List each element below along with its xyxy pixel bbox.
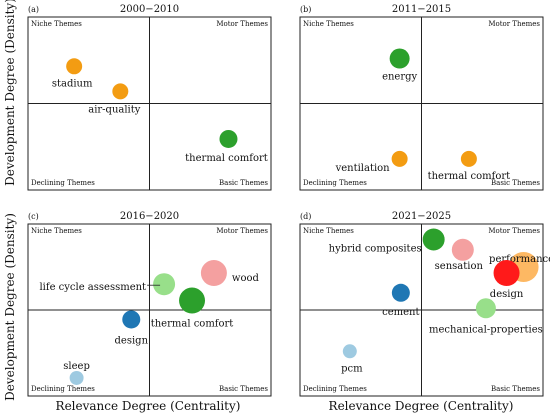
x-axis-label-right: Relevance Degree (Centrality) — [329, 399, 514, 413]
panel-label: (b) — [300, 5, 311, 14]
theme-bubble — [460, 150, 477, 167]
quadrant-label-basic: Basic Themes — [219, 179, 268, 187]
quadrant-label-motor: Motor Themes — [216, 20, 268, 28]
theme-bubble — [475, 298, 496, 319]
panel-label: (d) — [300, 212, 311, 221]
quadrant-label-motor: Motor Themes — [488, 227, 540, 235]
theme-label: sleep — [63, 361, 90, 372]
theme-label: life cycle assessment — [39, 282, 146, 293]
theme-bubble — [112, 83, 129, 100]
theme-bubble — [342, 344, 357, 359]
panel-1: (a) 2000−2010 Niche Themes Motor Themes Decl… — [27, 4, 272, 191]
panel-label: (a) — [28, 5, 39, 14]
quadrant-label-declining: Declining Themes — [31, 385, 95, 393]
quadrant-label-niche: Niche Themes — [303, 20, 354, 28]
panel-4: (d) 2021−2025 Niche Themes Motor Themes Decl… — [299, 211, 550, 397]
panel-title: 2011−2015 — [392, 4, 451, 15]
theme-bubble — [422, 228, 445, 251]
quadrant-label-declining: Declining Themes — [303, 385, 367, 393]
theme-label: mechanical-properties — [429, 324, 543, 335]
panels: (a) 2000−2010 Niche Themes Motor Themes Decl… — [27, 4, 550, 397]
panel-title: 2000−2010 — [120, 4, 179, 15]
theme-bubble — [493, 260, 520, 287]
quadrant-label-motor: Motor Themes — [216, 227, 268, 235]
theme-bubble — [179, 287, 206, 314]
x-axis-label-left: Relevance Degree (Centrality) — [56, 399, 241, 413]
theme-bubble — [451, 238, 474, 261]
theme-label: stadium — [52, 78, 93, 89]
theme-bubble — [389, 48, 410, 69]
theme-bubble — [69, 370, 84, 385]
panel-3: (c) 2016−2020 Niche Themes Motor Themes Decl… — [27, 211, 272, 397]
quadrant-label-niche: Niche Themes — [31, 227, 82, 235]
theme-label: design — [490, 289, 524, 300]
quadrant-label-basic: Basic Themes — [219, 385, 268, 393]
theme-label: thermal comfort — [428, 171, 511, 182]
theme-label: sensation — [435, 261, 484, 272]
quadrant-label-basic: Basic Themes — [491, 179, 540, 187]
theme-bubble — [153, 273, 176, 296]
panel-title: 2021−2025 — [392, 211, 451, 222]
theme-label: hybrid composites — [329, 243, 422, 254]
theme-bubble — [219, 129, 238, 148]
theme-label: energy — [382, 72, 417, 83]
quadrant-label-declining: Declining Themes — [303, 179, 367, 187]
theme-bubble — [122, 310, 141, 329]
quadrant-label-niche: Niche Themes — [31, 20, 82, 28]
quadrant-label-declining: Declining Themes — [31, 179, 95, 187]
panel-title: 2016−2020 — [120, 211, 179, 222]
quadrant-label-niche: Niche Themes — [303, 227, 354, 235]
y-axis-label-top: Development Degree (Density) — [3, 0, 17, 186]
panel-2: (b) 2011−2015 Niche Themes Motor Themes Decl… — [299, 4, 544, 191]
theme-label: wood — [232, 273, 260, 284]
theme-label: pcm — [341, 363, 363, 374]
theme-label: air-quality — [88, 104, 141, 115]
theme-label: thermal comfort — [151, 319, 234, 330]
quadrant-label-motor: Motor Themes — [488, 20, 540, 28]
y-axis-label-bottom: Development Degree (Density) — [3, 213, 17, 401]
theme-label: performance — [489, 254, 550, 265]
theme-bubble — [66, 58, 83, 75]
quadrant-label-basic: Basic Themes — [491, 385, 540, 393]
theme-bubble — [200, 260, 227, 287]
panel-label: (c) — [28, 212, 39, 221]
theme-label: thermal comfort — [185, 153, 268, 164]
theme-bubble — [391, 283, 410, 302]
theme-bubble — [391, 150, 408, 167]
theme-label: ventilation — [335, 163, 391, 174]
theme-label: cement — [382, 307, 419, 318]
theme-label: design — [115, 335, 149, 346]
